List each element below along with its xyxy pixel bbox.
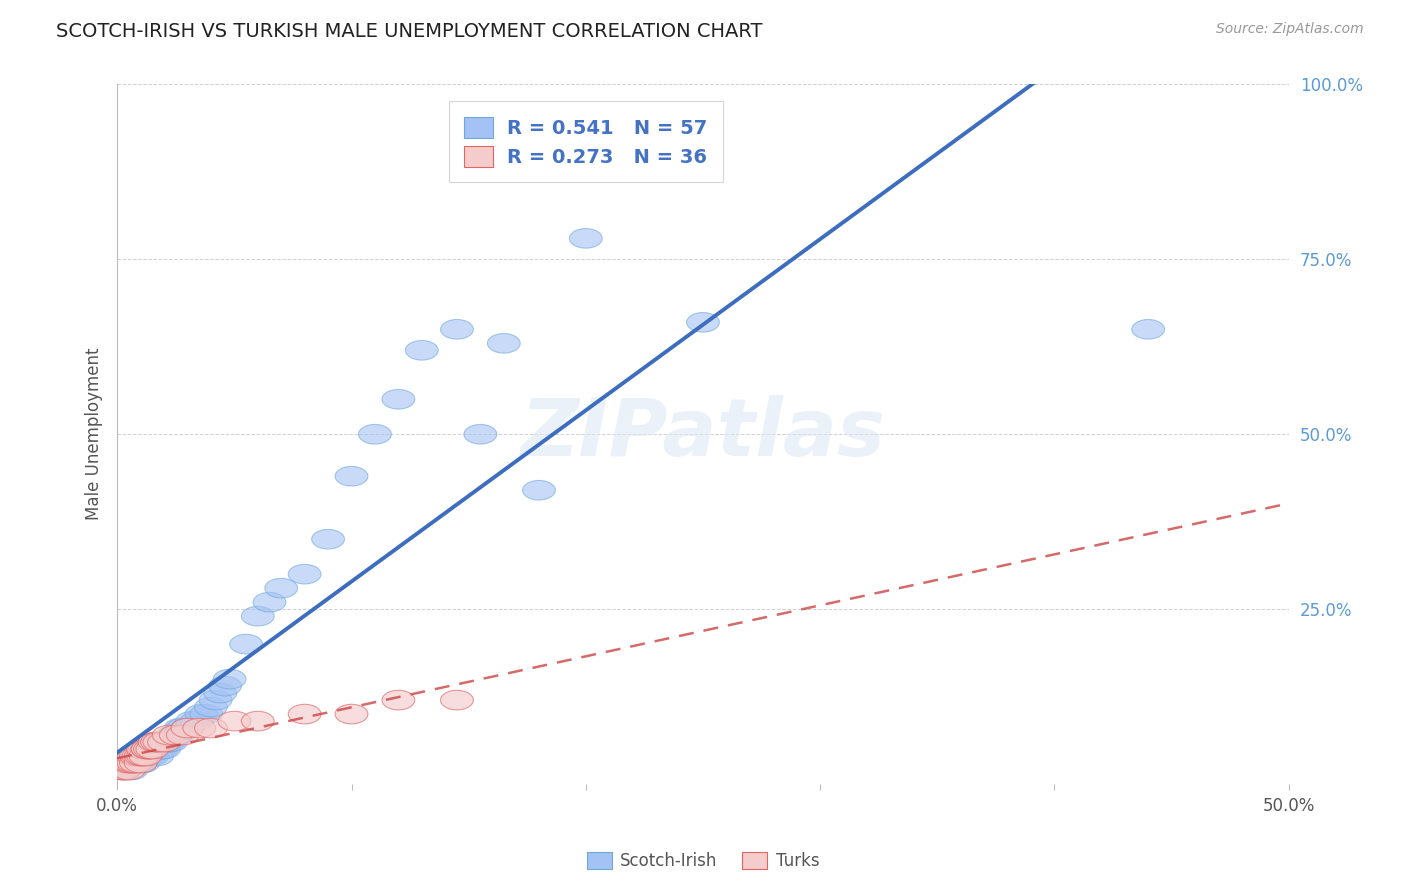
- Legend: R = 0.541   N = 57, R = 0.273   N = 36: R = 0.541 N = 57, R = 0.273 N = 36: [449, 101, 723, 183]
- Legend: Scotch-Irish, Turks: Scotch-Irish, Turks: [581, 845, 825, 877]
- Y-axis label: Male Unemployment: Male Unemployment: [86, 348, 103, 521]
- Text: ZIPatlas: ZIPatlas: [520, 395, 886, 474]
- Text: SCOTCH-IRISH VS TURKISH MALE UNEMPLOYMENT CORRELATION CHART: SCOTCH-IRISH VS TURKISH MALE UNEMPLOYMEN…: [56, 22, 762, 41]
- Text: Source: ZipAtlas.com: Source: ZipAtlas.com: [1216, 22, 1364, 37]
